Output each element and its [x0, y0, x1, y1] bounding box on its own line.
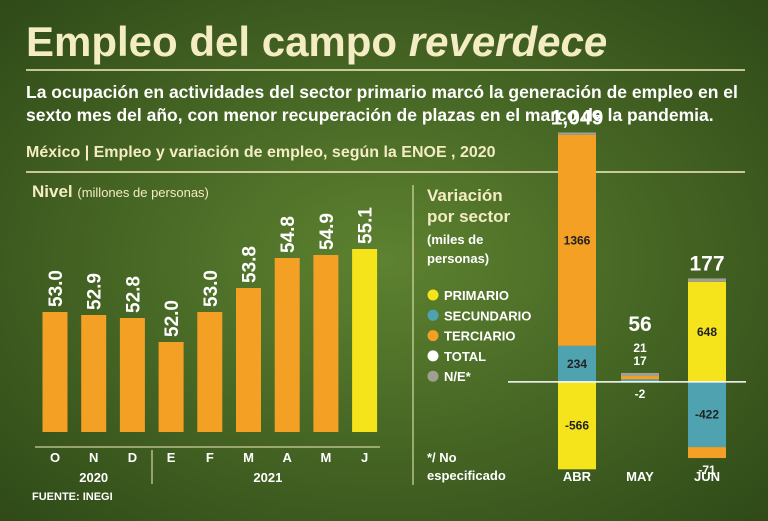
legend-label: TOTAL — [444, 349, 486, 364]
x-tick-label: MAY — [626, 469, 654, 484]
bar-segment — [688, 281, 726, 382]
legend-label: PRIMARIO — [444, 288, 509, 303]
bar-segment — [688, 447, 726, 459]
x-tick-label: N — [89, 450, 98, 465]
total-label: 56 — [628, 313, 651, 336]
legend-swatch — [427, 309, 439, 321]
x-tick-label: M — [243, 450, 254, 465]
group-label: 2021 — [253, 470, 282, 485]
total-label: 1,049 — [551, 106, 604, 129]
legend-label: TERCIARIO — [444, 329, 516, 344]
x-tick-label: O — [50, 450, 60, 465]
bar-segment — [688, 278, 726, 282]
value-label: 55.1 — [356, 207, 377, 244]
title-italic: reverdece — [409, 18, 608, 65]
segment-label: -2 — [635, 387, 646, 401]
x-tick-label: E — [167, 450, 176, 465]
value-label: 54.8 — [278, 216, 299, 253]
left-title: Nivel (millones de personas) — [32, 182, 209, 201]
legend-swatch — [427, 289, 439, 301]
bar-segment — [558, 345, 596, 382]
left-unit: (millones de personas) — [77, 185, 209, 200]
segment-label: -566 — [565, 419, 589, 433]
total-label: 177 — [689, 252, 724, 275]
right-unit: (miles de — [427, 232, 483, 247]
segment-label: 21 — [633, 341, 647, 355]
bar — [81, 315, 107, 432]
bar — [274, 258, 300, 432]
bar — [158, 342, 184, 432]
segment-label: -422 — [695, 407, 719, 421]
bar-segment — [558, 381, 596, 470]
segment-label: 17 — [633, 354, 647, 368]
right-title: Variación — [427, 186, 503, 205]
legend-swatch — [427, 330, 439, 342]
value-label: 53.8 — [240, 246, 261, 283]
x-tick-label: D — [128, 450, 137, 465]
segment-label: -71 — [698, 463, 716, 477]
x-tick-label: ABR — [563, 469, 592, 484]
bar — [313, 255, 339, 432]
bar-segment — [558, 134, 596, 346]
footnote: especificado — [427, 468, 506, 483]
legend-label: SECUNDARIO — [444, 308, 531, 323]
bar-segment — [688, 381, 726, 448]
value-label: 53.0 — [201, 270, 222, 307]
x-tick-label: F — [206, 450, 214, 465]
x-tick-label: M — [320, 450, 331, 465]
title-text: Empleo del campo — [26, 18, 397, 65]
group-label: 2020 — [79, 470, 108, 485]
segment-label: 234 — [567, 357, 587, 371]
right-unit: personas) — [427, 251, 489, 266]
context: México | Empleo y variación de empleo, s… — [26, 144, 496, 161]
bar-segment — [621, 372, 659, 377]
bar-segment — [558, 132, 596, 135]
bar — [119, 318, 145, 432]
segment-label: 1366 — [564, 233, 591, 247]
source: FUENTE: INEGI — [32, 491, 113, 503]
legend-label: N/E* — [444, 369, 472, 384]
value-label: 53.0 — [46, 270, 67, 307]
value-label: 52.8 — [123, 276, 144, 313]
legend-swatch — [427, 350, 439, 362]
left-title-text: Nivel — [32, 182, 73, 201]
subtitle: La ocupación en actividades del sector p… — [26, 82, 738, 102]
bar-segment — [621, 376, 659, 380]
bar — [352, 249, 378, 432]
value-label: 52.0 — [162, 300, 183, 337]
bar — [197, 312, 223, 432]
x-tick-label: JUN — [694, 469, 720, 484]
value-label: 52.9 — [85, 273, 106, 310]
title: Empleo del campo reverdece — [26, 18, 607, 65]
bar-segment — [621, 379, 659, 382]
segment-label: 648 — [697, 325, 717, 339]
right-title: por sector — [427, 207, 511, 226]
footnote: */ No — [427, 450, 457, 465]
bar — [42, 312, 68, 432]
subtitle: sexto mes del año, con menor recuperació… — [26, 105, 714, 125]
bar — [236, 288, 261, 432]
value-label: 54.9 — [317, 213, 338, 250]
x-tick-label: A — [283, 450, 293, 465]
x-tick-label: J — [361, 450, 368, 465]
legend-swatch — [427, 370, 439, 382]
